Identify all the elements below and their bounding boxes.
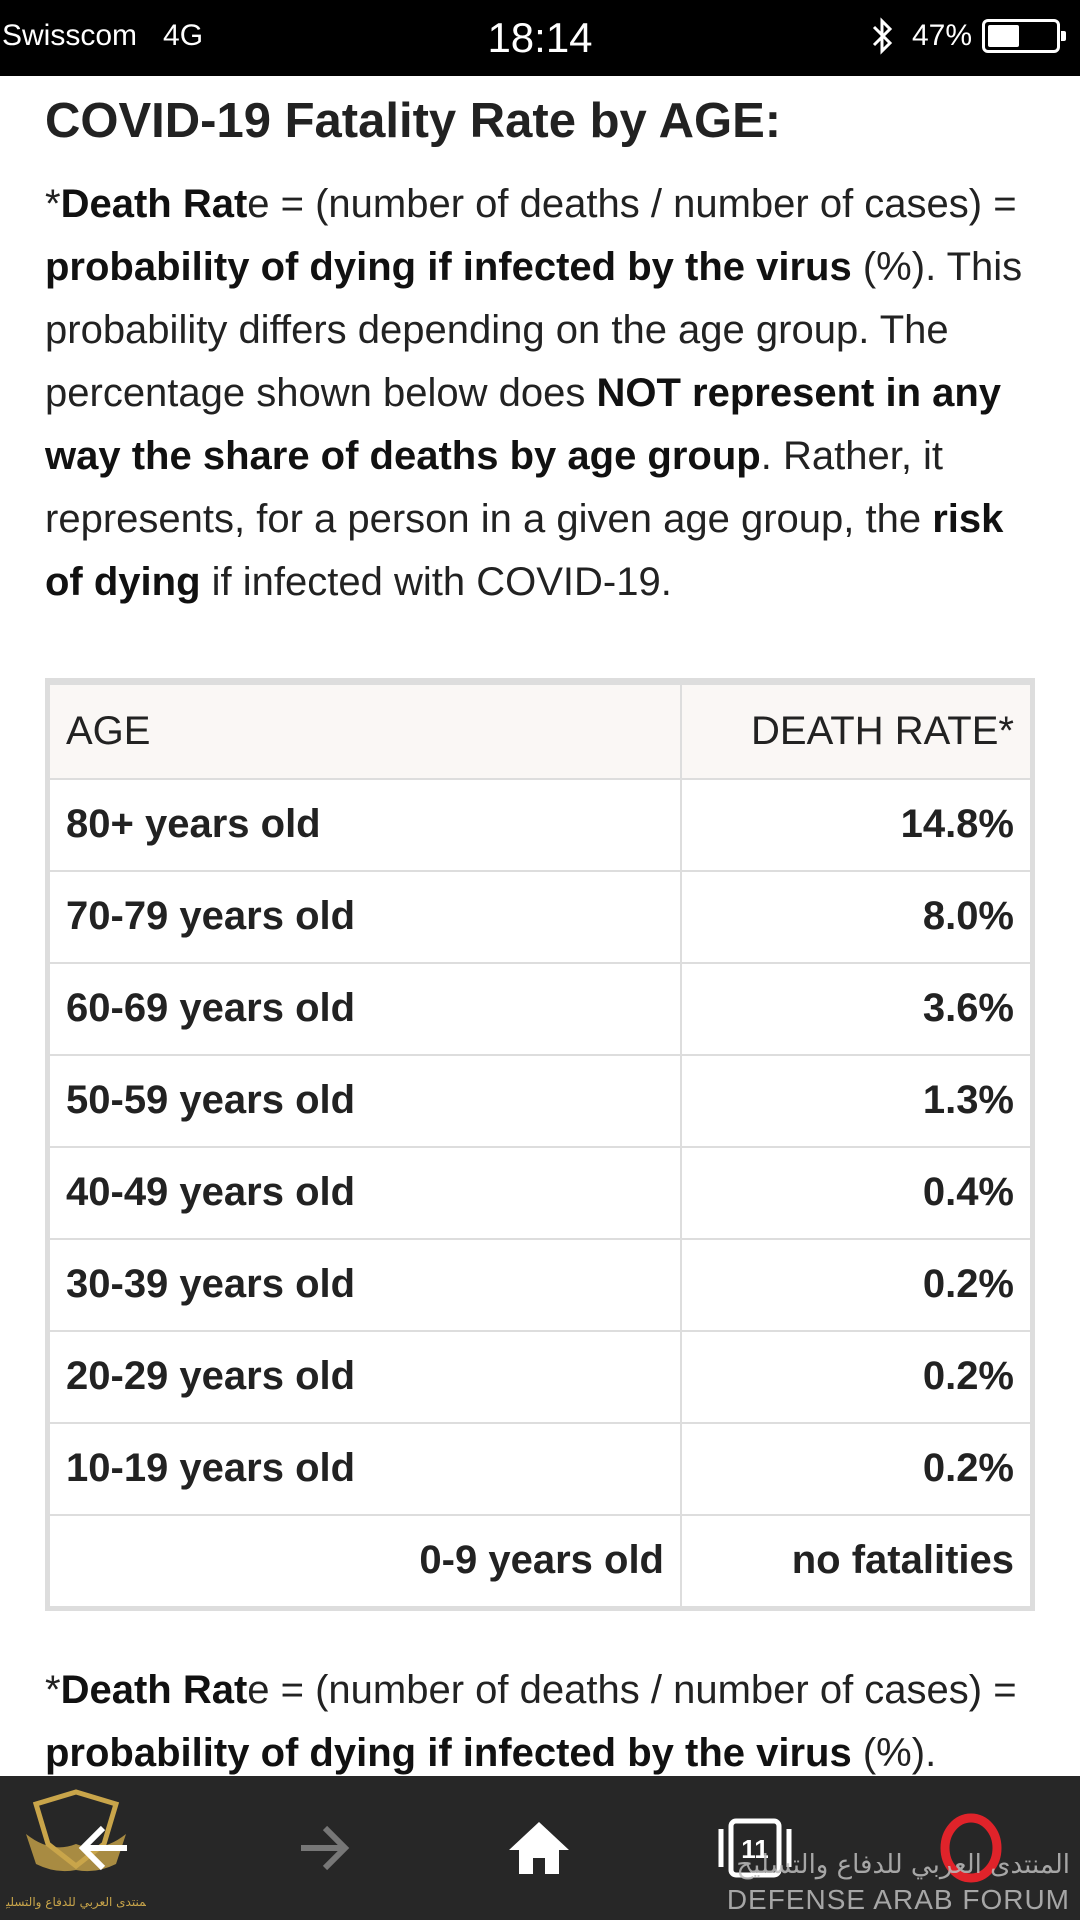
table-header-row: AGE DEATH RATE* [48,682,1032,780]
forward-button[interactable] [268,1802,378,1894]
battery-icon [982,19,1066,53]
fatality-table-wrapper: AGE DEATH RATE* 80+ years old 14.8% 70-79… [45,677,1035,1611]
watermark: المنتدى العربي للدفاع والتسليح DEFENSE A… [727,1850,1070,1916]
age-cell: 80+ years old [48,777,682,872]
table-row: 50-59 years old 1.3% [48,1053,1032,1148]
intro-text-1: e = (number of deaths / number of cases)… [247,181,1017,226]
network-label: 4G [163,19,204,52]
opera-menu-button[interactable] [916,1802,1026,1894]
intro-bold-risk: risk of dying [45,496,1004,604]
column-header-death-rate: DEATH RATE* [680,682,1032,780]
intro-bold-death-rate: Death Rat [60,181,248,226]
age-cell: 40-49 years old [48,1145,682,1240]
intro-text-4: if infected with COVID-19. [200,559,672,604]
intro-paragraph: *Death Rate = (number of deaths / number… [45,173,1035,614]
bluetooth-icon [872,17,893,55]
age-cell: 50-59 years old [48,1053,682,1148]
footnote-text-1: e = (number of deaths / number of cases)… [247,1667,1017,1712]
table-row: 10-19 years old 0.2% [48,1421,1032,1516]
watermark-english: DEFENSE ARAB FORUM [726,1884,1070,1915]
age-cell: 10-19 years old [48,1421,682,1516]
status-right: 47% [870,17,1066,55]
rate-cell: 3.6% [680,961,1032,1056]
age-cell: 20-29 years old [48,1329,682,1424]
article: COVID-19 Fatality Rate by AGE: *Death Ra… [45,76,1035,1785]
table-row: 80+ years old 14.8% [48,777,1032,872]
tabs-button[interactable]: 11 [700,1802,810,1894]
arrow-left-icon [78,1825,127,1871]
intro-text-2: (%). This probability differs depending … [45,244,1023,415]
opera-o-icon [940,1813,1002,1883]
back-button[interactable] [50,1802,160,1894]
table-row: 70-79 years old 8.0% [48,869,1032,964]
status-left: Swisscom 4G [2,19,229,53]
intro-bold-probability: probability of dying if infected by the … [45,244,852,289]
rate-cell: 8.0% [680,869,1032,964]
forum-logo-text: المنتدى العربي للدفاع والتسليح [6,1895,146,1910]
status-bar: Swisscom 4G 18:14 47% [0,0,1080,76]
table-row: 60-69 years old 3.6% [48,961,1032,1056]
page-title: COVID-19 Fatality Rate by AGE: [45,94,782,148]
rate-cell: 1.3% [680,1053,1032,1148]
age-cell: 70-79 years old [48,869,682,964]
intro-bold-not-represent: NOT represent in any way the share of de… [45,370,1002,478]
battery-fill [988,25,1019,47]
tabs-count: 11 [741,1834,769,1864]
table-row: 30-39 years old 0.2% [48,1237,1032,1332]
arrow-right-icon [301,1825,350,1871]
watermark-arabic: المنتدى العربي للدفاع والتسليح [736,1850,1070,1880]
rate-cell: 0.2% [680,1237,1032,1332]
clock: 18:14 [487,14,593,61]
footnote-bold-death-rate: Death Rat [60,1667,248,1712]
age-cell: 0-9 years old [48,1513,682,1608]
column-header-age: AGE [48,682,682,780]
footnote-paragraph: *Death Rate = (number of deaths / number… [45,1659,1035,1785]
browser-bottom-bar: المنتدى العربي للدفاع والتسليح 11 المنت [0,1776,1080,1920]
age-cell: 30-39 years old [48,1237,682,1332]
carrier-label: Swisscom [2,19,138,52]
table-row: 20-29 years old 0.2% [48,1329,1032,1424]
battery-percent: 47% [911,19,972,52]
age-cell: 60-69 years old [48,961,682,1056]
rate-cell: 0.4% [680,1145,1032,1240]
intro-text-3: . Rather, it represents, for a person in… [45,433,944,541]
footnote-bold-probability: probability of dying if infected by the … [45,1730,852,1775]
tabs-icon: 11 [718,1818,792,1878]
footnote-star: * [45,1667,61,1712]
rate-cell: 0.2% [680,1329,1032,1424]
table-row: 40-49 years old 0.4% [48,1145,1032,1240]
rate-cell: 0.2% [680,1421,1032,1516]
rate-cell: no fatalities [680,1513,1032,1608]
footnote-text-2: (%). [851,1730,937,1775]
home-button[interactable] [484,1802,594,1894]
intro-star: * [45,181,61,226]
home-icon [509,1822,569,1874]
rate-cell: 14.8% [680,777,1032,872]
table-row: 0-9 years old no fatalities [48,1513,1032,1608]
fatality-table: AGE DEATH RATE* 80+ years old 14.8% 70-79… [48,682,1032,1608]
